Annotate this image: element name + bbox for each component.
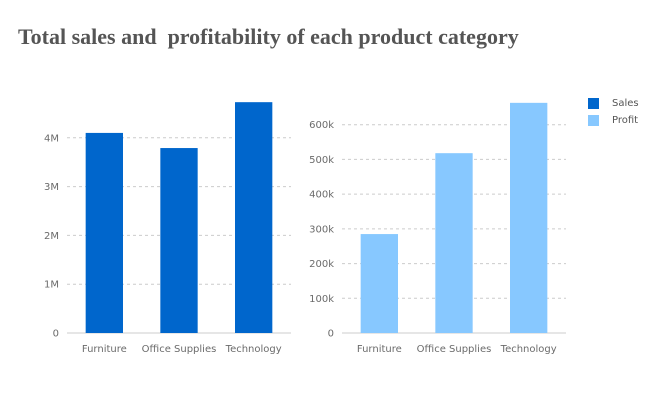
legend-label-profit: Profit [612, 115, 639, 126]
legend-item-profit[interactable]: Profit [588, 112, 639, 129]
profit-ytick-label: 400k [309, 190, 334, 201]
sales-xtick-label: Furniture [82, 344, 127, 355]
sales-bar-furniture[interactable] [85, 132, 123, 333]
profit-ytick-label: 100k [309, 294, 334, 305]
profit-xtick-label: Furniture [357, 344, 402, 355]
profit-bar-office-supplies[interactable] [435, 153, 473, 333]
profit-xtick-label: Office Supplies [417, 344, 492, 355]
sales-ytick-label: 3M [44, 182, 59, 193]
profit-ytick-label: 0 [328, 329, 334, 340]
legend-swatch-profit [588, 115, 599, 126]
profit-ytick-label: 200k [309, 259, 334, 270]
sales-xtick-label: Technology [225, 344, 282, 355]
sales-chart: 0 1M 2M 3M 4M Furniture Office Supplies Technol… [44, 102, 291, 355]
profit-ytick-label: 600k [309, 120, 334, 131]
profit-chart: 0 100k 200k 300k 400k 500k 600k Furniture Office… [309, 102, 566, 355]
profit-bar-furniture[interactable] [360, 234, 398, 333]
legend-item-sales[interactable]: Sales [588, 95, 639, 112]
legend-label-sales: Sales [612, 98, 639, 109]
sales-ytick-label: 2M [44, 231, 59, 242]
legend: Sales Profit [588, 95, 639, 129]
profit-ytick-label: 500k [309, 155, 334, 166]
legend-swatch-sales [588, 98, 599, 109]
profit-xtick-label: Technology [500, 344, 557, 355]
sales-bar-office-supplies[interactable] [160, 148, 198, 333]
profit-bar-technology[interactable] [510, 102, 548, 333]
sales-xtick-label: Office Supplies [142, 344, 217, 355]
sales-ytick-label: 0 [53, 329, 59, 340]
profit-ytick-label: 300k [309, 224, 334, 235]
sales-bar-technology[interactable] [235, 102, 273, 334]
chart-title: Total sales and profitability of each pr… [18, 24, 519, 49]
sales-ytick-label: 1M [44, 280, 59, 291]
sales-ytick-label: 4M [44, 133, 59, 144]
